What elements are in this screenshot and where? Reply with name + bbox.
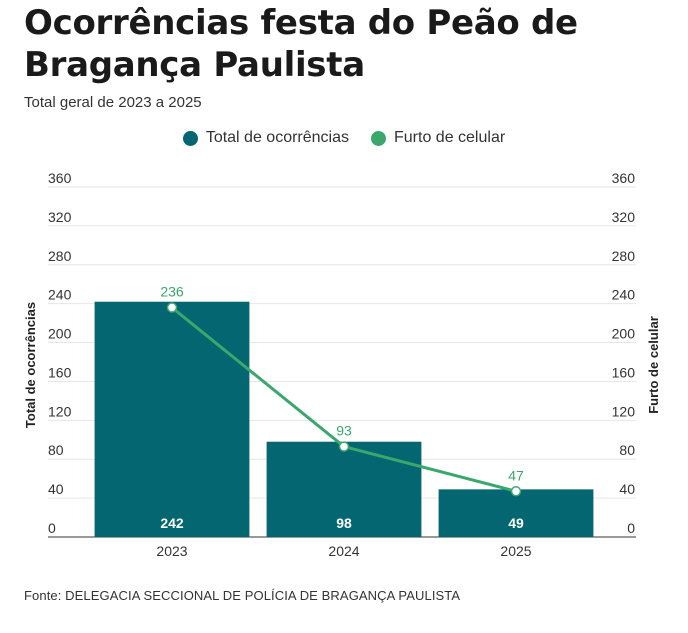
legend-label-furto: Furto de celular (394, 129, 506, 146)
bar (438, 489, 594, 537)
x-tick-label: 2024 (328, 543, 359, 559)
legend-label-total: Total de ocorrências (205, 129, 349, 146)
legend: Total de ocorrências Furto de celular (0, 129, 688, 147)
legend-swatch-total (182, 130, 198, 146)
chart-subtitle: Total geral de 2023 a 2025 (24, 94, 202, 111)
y-tick-label-right: 80 (619, 442, 635, 458)
y-axis-title-right: Furto de celular (646, 316, 661, 414)
y-tick-label-right: 40 (619, 481, 635, 497)
legend-item-total[interactable]: Total de ocorrências (182, 129, 349, 147)
bar-data-label: 98 (336, 515, 352, 531)
y-tick-label-right: 240 (612, 287, 636, 303)
y-tick-label-right: 120 (612, 403, 636, 419)
chart-title: Ocorrências festa do Peão de Bragança Pa… (24, 3, 578, 85)
y-tick-label-left: 240 (48, 287, 72, 303)
y-tick-label-left: 120 (48, 403, 72, 419)
legend-swatch-furto (371, 130, 386, 146)
legend-item-furto[interactable]: Furto de celular (371, 129, 505, 147)
line-point (338, 441, 350, 452)
bar-data-label: 49 (508, 515, 524, 531)
x-tick-label: 2023 (156, 543, 187, 559)
y-tick-label-left: 0 (48, 520, 56, 536)
y-tick-label-right: 280 (612, 248, 636, 264)
bar-data-label: 242 (160, 515, 184, 531)
y-tick-label-left: 280 (48, 248, 72, 264)
y-tick-label-left: 40 (48, 481, 64, 497)
y-tick-label-left: 320 (48, 209, 72, 225)
y-tick-label-right: 320 (612, 209, 636, 225)
y-tick-label-right: 360 (612, 170, 636, 186)
bar (94, 301, 250, 537)
line-data-label: 93 (336, 423, 352, 439)
bar (266, 441, 422, 537)
y-axis-title-left: Total de ocorrências (23, 302, 38, 428)
y-tick-label-right: 0 (627, 520, 635, 536)
y-tick-label-left: 360 (48, 170, 72, 186)
x-tick-label: 2025 (500, 543, 531, 559)
line-data-label: 236 (160, 284, 184, 300)
y-tick-label-left: 80 (48, 442, 64, 458)
y-tick-label-left: 200 (48, 326, 72, 342)
y-tick-label-right: 200 (612, 326, 636, 342)
line-point (510, 486, 522, 497)
line-data-label: 47 (508, 467, 524, 483)
line-point (166, 302, 178, 313)
y-tick-label-right: 160 (612, 364, 636, 380)
y-tick-label-left: 160 (48, 364, 72, 380)
source-note: Fonte: DELEGACIA SECCIONAL DE POLÍCIA DE… (24, 588, 461, 603)
